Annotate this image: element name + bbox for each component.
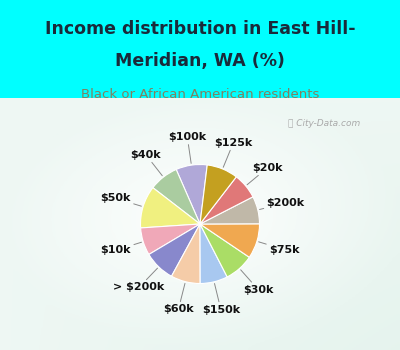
Wedge shape [149, 224, 200, 276]
Wedge shape [176, 164, 207, 224]
Text: Meridian, WA (%): Meridian, WA (%) [115, 52, 285, 70]
Text: $40k: $40k [130, 149, 162, 176]
Text: $20k: $20k [247, 163, 283, 185]
Text: $30k: $30k [241, 270, 274, 295]
Wedge shape [153, 169, 200, 224]
Text: $125k: $125k [214, 138, 252, 167]
Wedge shape [200, 224, 227, 284]
Wedge shape [141, 224, 200, 254]
Text: Income distribution in East Hill-: Income distribution in East Hill- [45, 20, 355, 38]
Text: $100k: $100k [168, 132, 206, 163]
Text: $60k: $60k [163, 284, 194, 314]
Wedge shape [200, 224, 249, 277]
Wedge shape [172, 224, 200, 284]
Text: Black or African American residents: Black or African American residents [81, 88, 319, 101]
Wedge shape [140, 188, 200, 228]
Text: > $200k: > $200k [113, 268, 164, 293]
Text: $200k: $200k [260, 198, 305, 210]
Wedge shape [200, 165, 236, 224]
Text: $75k: $75k [259, 242, 300, 254]
Text: $50k: $50k [100, 194, 141, 206]
Wedge shape [200, 224, 260, 257]
Wedge shape [200, 197, 260, 224]
Text: $150k: $150k [202, 284, 240, 315]
Text: ⓘ City-Data.com: ⓘ City-Data.com [288, 119, 360, 128]
Wedge shape [200, 177, 253, 224]
Text: $10k: $10k [101, 242, 142, 255]
